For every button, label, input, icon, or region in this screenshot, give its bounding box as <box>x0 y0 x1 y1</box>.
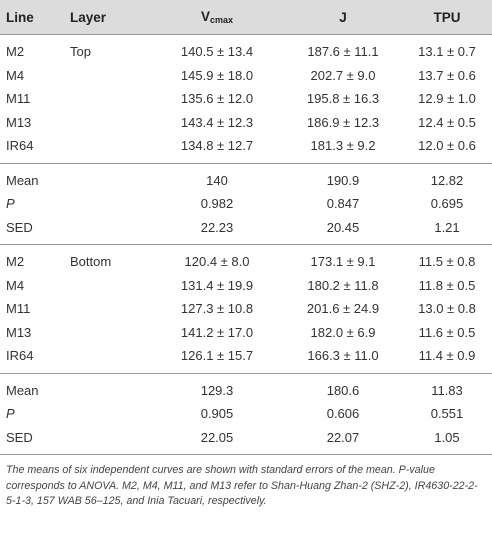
stats-row: P 0.905 0.606 0.551 <box>0 402 492 426</box>
cell-tpu: 11.4 ± 0.9 <box>418 348 476 364</box>
stat-label: Mean <box>6 382 39 398</box>
cell-vcmax: 0.905 <box>200 406 234 422</box>
cell-tpu: 0.551 <box>430 406 464 422</box>
stats-row: Mean 129.3 180.6 11.83 <box>0 379 492 403</box>
header-vcmax-sub: cmax <box>209 15 234 25</box>
bottom-stats-block: Mean 129.3 180.6 11.83 P 0.905 0.606 0.5… <box>0 372 492 455</box>
table-row: IR64 134.8 ± 12.7 181.3 ± 9.2 12.0 ± 0.6 <box>0 134 492 158</box>
cell-tpu: 11.5 ± 0.8 <box>418 254 476 270</box>
cell-j: 202.7 ± 9.0 <box>310 67 376 83</box>
table-row: M13 143.4 ± 12.3 186.9 ± 12.3 12.4 ± 0.5 <box>0 111 492 135</box>
header-vcmax-main: V <box>200 9 210 24</box>
cell-line: M4 <box>6 67 25 83</box>
bottom-block: M2 Bottom 120.4 ± 8.0 173.1 ± 9.1 11.5 ±… <box>0 244 492 373</box>
cell-layer: Top <box>70 44 91 60</box>
cell-vcmax: 129.3 <box>200 382 234 398</box>
cell-vcmax: 120.4 ± 8.0 <box>184 254 250 270</box>
cell-tpu: 12.0 ± 0.6 <box>418 138 476 154</box>
cell-layer: Bottom <box>70 254 112 270</box>
cell-line: IR64 <box>6 138 34 154</box>
cell-line: M13 <box>6 324 32 340</box>
stats-row: P 0.982 0.847 0.695 <box>0 192 492 216</box>
table-header: Line Layer Vcmax J TPU <box>0 0 492 34</box>
cell-line: M11 <box>6 301 31 317</box>
cell-j: 190.9 <box>326 172 360 188</box>
cell-j: 182.0 ± 6.9 <box>310 324 376 340</box>
stat-label: Mean <box>6 172 39 188</box>
cell-j: 0.847 <box>326 196 360 212</box>
stat-label: SED <box>6 219 33 235</box>
cell-j: 166.3 ± 11.0 <box>307 348 379 364</box>
cell-j: 195.8 ± 16.3 <box>306 91 380 107</box>
cell-vcmax: 140.5 ± 13.4 <box>180 44 254 60</box>
cell-vcmax: 0.982 <box>200 196 234 212</box>
table-row: M2 Bottom 120.4 ± 8.0 173.1 ± 9.1 11.5 ±… <box>0 250 492 274</box>
stats-row: SED 22.05 22.07 1.05 <box>0 426 492 450</box>
cell-vcmax: 127.3 ± 10.8 <box>180 301 254 317</box>
table-row: M4 131.4 ± 19.9 180.2 ± 11.8 11.8 ± 0.5 <box>0 274 492 298</box>
stat-label: SED <box>6 429 33 445</box>
header-j: J <box>339 9 347 25</box>
cell-vcmax: 145.9 ± 18.0 <box>180 67 254 83</box>
cell-tpu: 11.6 ± 0.5 <box>418 324 476 340</box>
cell-vcmax: 143.4 ± 12.3 <box>180 114 254 130</box>
cell-tpu: 1.21 <box>434 219 460 235</box>
cell-vcmax: 141.2 ± 17.0 <box>180 324 254 340</box>
cell-vcmax: 140 <box>206 172 228 188</box>
cell-tpu: 1.05 <box>434 429 460 445</box>
cell-j: 173.1 ± 9.1 <box>310 254 376 270</box>
cell-vcmax: 131.4 ± 19.9 <box>180 277 254 293</box>
cell-tpu: 11.8 ± 0.5 <box>418 277 476 293</box>
cell-tpu: 13.1 ± 0.7 <box>418 44 476 60</box>
cell-line: M2 <box>6 44 25 60</box>
cell-j: 180.2 ± 11.8 <box>307 277 379 293</box>
cell-j: 181.3 ± 9.2 <box>310 138 376 154</box>
cell-tpu: 13.0 ± 0.8 <box>418 301 476 317</box>
stats-row: Mean 140 190.9 12.82 <box>0 169 492 193</box>
table-row: M11 127.3 ± 10.8 201.6 ± 24.9 13.0 ± 0.8 <box>0 297 492 321</box>
cell-vcmax: 126.1 ± 15.7 <box>180 348 254 364</box>
top-stats-block: Mean 140 190.9 12.82 P 0.982 0.847 0.695… <box>0 162 492 245</box>
cell-vcmax: 135.6 ± 12.0 <box>180 91 254 107</box>
data-table: Line Layer Vcmax J TPU M2 Top 140.5 ± 13… <box>0 0 492 510</box>
cell-j: 0.606 <box>326 406 360 422</box>
table-row: M2 Top 140.5 ± 13.4 187.6 ± 11.1 13.1 ± … <box>0 40 492 64</box>
table-row: M11 135.6 ± 12.0 195.8 ± 16.3 12.9 ± 1.0 <box>0 87 492 111</box>
cell-line: M11 <box>6 91 31 107</box>
cell-tpu: 11.83 <box>431 382 463 398</box>
cell-tpu: 0.695 <box>430 196 464 212</box>
header-tpu: TPU <box>433 9 461 25</box>
table-row: IR64 126.1 ± 15.7 166.3 ± 11.0 11.4 ± 0.… <box>0 344 492 368</box>
table-row: M4 145.9 ± 18.0 202.7 ± 9.0 13.7 ± 0.6 <box>0 64 492 88</box>
header-vcmax: Vcmax <box>150 9 284 25</box>
table-row: M13 141.2 ± 17.0 182.0 ± 6.9 11.6 ± 0.5 <box>0 321 492 345</box>
cell-j: 187.6 ± 11.1 <box>307 44 379 60</box>
stat-label: P <box>6 406 15 422</box>
cell-j: 22.07 <box>326 429 360 445</box>
stats-row: SED 22.23 20.45 1.21 <box>0 216 492 240</box>
cell-line: IR64 <box>6 348 34 364</box>
cell-j: 186.9 ± 12.3 <box>306 114 380 130</box>
top-block: M2 Top 140.5 ± 13.4 187.6 ± 11.1 13.1 ± … <box>0 34 492 163</box>
cell-tpu: 12.82 <box>430 172 464 188</box>
cell-vcmax: 22.05 <box>200 429 234 445</box>
cell-line: M2 <box>6 254 25 270</box>
header-layer: Layer <box>70 9 107 25</box>
cell-j: 20.45 <box>326 219 360 235</box>
cell-line: M4 <box>6 277 25 293</box>
cell-j: 201.6 ± 24.9 <box>306 301 380 317</box>
cell-j: 180.6 <box>326 382 360 398</box>
header-line: Line <box>6 9 34 25</box>
cell-tpu: 12.4 ± 0.5 <box>418 114 476 130</box>
cell-tpu: 12.9 ± 1.0 <box>418 91 476 107</box>
stat-label: P <box>6 196 15 212</box>
table-footnote: The means of six independent curves are … <box>0 454 492 510</box>
cell-vcmax: 134.8 ± 12.7 <box>180 138 254 154</box>
cell-vcmax: 22.23 <box>200 219 234 235</box>
cell-line: M13 <box>6 114 32 130</box>
cell-tpu: 13.7 ± 0.6 <box>418 67 476 83</box>
